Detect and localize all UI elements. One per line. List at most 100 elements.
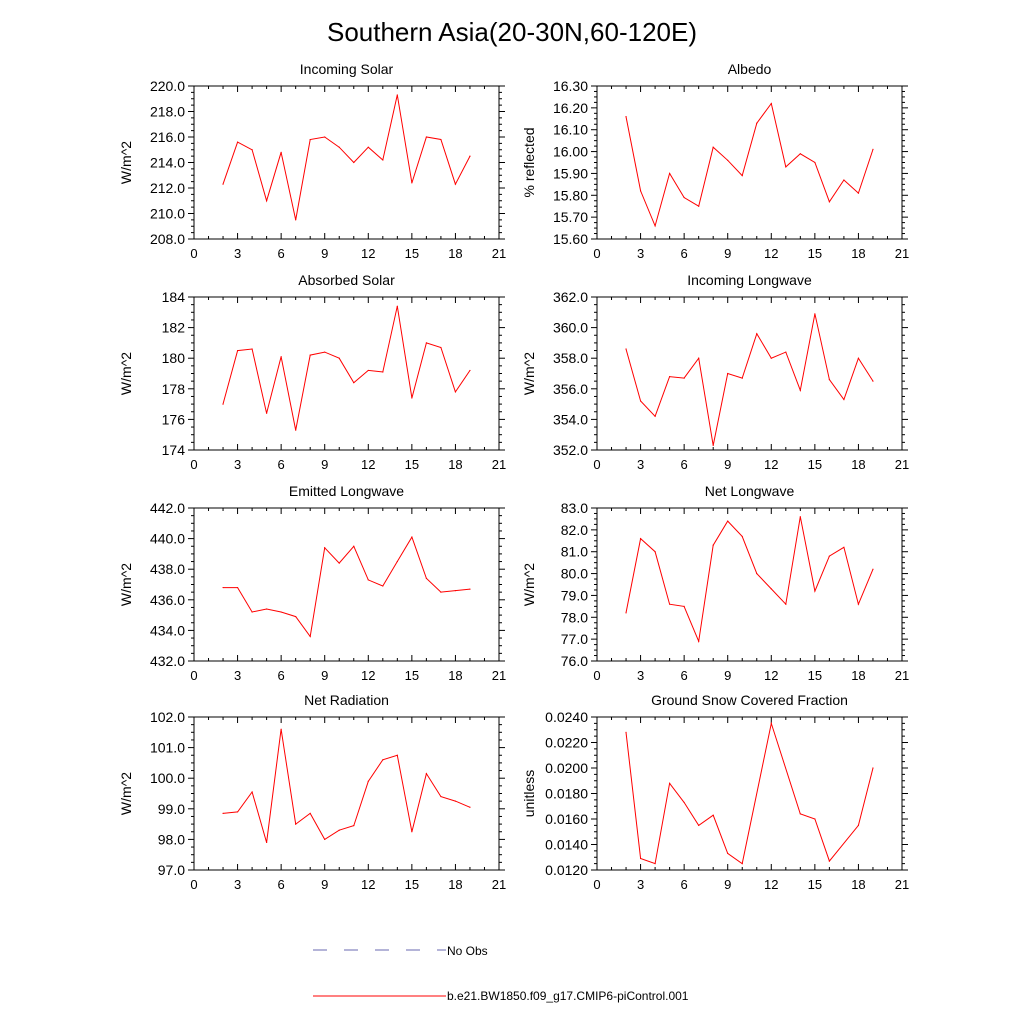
x-tick-label: 0 bbox=[593, 246, 600, 261]
y-tick-label: 0.0240 bbox=[545, 709, 588, 725]
data-point bbox=[367, 146, 369, 148]
y-tick-label: 438.0 bbox=[150, 561, 185, 577]
x-tick-label: 15 bbox=[808, 877, 822, 892]
y-tick-label: 0.0120 bbox=[545, 862, 588, 878]
y-axis-label: W/m^2 bbox=[118, 352, 134, 395]
y-tick-label: 82.0 bbox=[561, 522, 588, 538]
x-tick-label: 3 bbox=[234, 877, 241, 892]
data-point bbox=[251, 791, 253, 793]
data-point bbox=[440, 591, 442, 593]
data-point bbox=[280, 151, 282, 153]
x-tick-label: 3 bbox=[637, 457, 644, 472]
x-tick-label: 9 bbox=[321, 457, 328, 472]
x-tick-label: 0 bbox=[593, 668, 600, 683]
data-point bbox=[309, 138, 311, 141]
x-tick-label: 3 bbox=[234, 457, 241, 472]
y-tick-label: 208.0 bbox=[150, 231, 185, 247]
data-point bbox=[683, 801, 685, 804]
data-point bbox=[411, 536, 413, 538]
x-tick-label: 12 bbox=[361, 457, 375, 472]
x-tick-label: 21 bbox=[895, 246, 909, 261]
plot-frame bbox=[193, 716, 500, 871]
panel-title: Net Longwave bbox=[705, 483, 795, 499]
x-tick-label: 21 bbox=[492, 668, 506, 683]
x-tick-label: 9 bbox=[724, 877, 731, 892]
data-point bbox=[222, 812, 224, 814]
x-tick-label: 6 bbox=[681, 877, 688, 892]
y-axis-label: W/m^2 bbox=[521, 563, 537, 606]
x-tick-label: 18 bbox=[448, 668, 462, 683]
y-tick-label: 354.0 bbox=[553, 411, 588, 427]
data-point bbox=[727, 159, 729, 161]
x-tick-label: 0 bbox=[190, 246, 197, 261]
panel-title: Emitted Longwave bbox=[289, 483, 404, 499]
data-point bbox=[770, 722, 772, 724]
data-point bbox=[295, 823, 297, 825]
y-tick-label: 83.0 bbox=[561, 500, 588, 516]
x-tick-label: 0 bbox=[190, 457, 197, 472]
x-tick-label: 6 bbox=[278, 457, 285, 472]
data-point bbox=[382, 759, 384, 761]
y-axis-label: W/m^2 bbox=[118, 563, 134, 606]
y-tick-label: 15.90 bbox=[553, 165, 588, 181]
data-point bbox=[654, 863, 656, 865]
y-axis-label: % reflected bbox=[521, 127, 537, 197]
x-tick-label: 0 bbox=[593, 457, 600, 472]
data-point bbox=[741, 175, 743, 177]
x-tick-label: 6 bbox=[681, 668, 688, 683]
x-tick-label: 6 bbox=[681, 246, 688, 261]
panel-incoming-longwave: 0 3 6 9 12 15 18 21 352.0 354.0 356.0 358.0 360.0 362… bbox=[521, 272, 909, 472]
data-point bbox=[712, 444, 714, 447]
series-line bbox=[222, 729, 471, 843]
data-point bbox=[654, 415, 656, 417]
data-point bbox=[353, 825, 355, 827]
data-point bbox=[251, 149, 253, 151]
data-point bbox=[440, 138, 442, 141]
data-point bbox=[236, 141, 239, 143]
data-point bbox=[814, 313, 816, 315]
data-point bbox=[236, 811, 239, 813]
data-point bbox=[454, 590, 457, 592]
data-point bbox=[843, 546, 845, 548]
y-tick-label: 436.0 bbox=[150, 592, 185, 608]
y-tick-label: 178 bbox=[162, 381, 186, 397]
plot-frame bbox=[596, 85, 903, 240]
data-point bbox=[727, 372, 729, 375]
data-point bbox=[367, 780, 369, 782]
data-point bbox=[828, 379, 830, 381]
series-line bbox=[223, 535, 471, 638]
y-tick-label: 16.00 bbox=[553, 144, 588, 160]
panel-absorbed-solar: 0 3 6 9 12 15 18 21 174 176 178 180 182 184 Absorbed S… bbox=[118, 272, 506, 472]
data-point bbox=[236, 586, 239, 589]
data-point bbox=[639, 857, 642, 860]
data-point bbox=[411, 831, 413, 833]
panel-albedo: 0 3 6 9 12 15 18 21 15.60 15.70 15.80 15.90 16.00 16.… bbox=[521, 61, 909, 261]
data-point bbox=[469, 155, 471, 157]
y-tick-label: 184 bbox=[162, 289, 186, 305]
data-point bbox=[785, 351, 787, 353]
y-tick-label: 356.0 bbox=[553, 381, 588, 397]
data-point bbox=[799, 813, 801, 815]
data-point bbox=[266, 412, 268, 414]
y-tick-label: 176 bbox=[162, 411, 186, 427]
x-tick-label: 3 bbox=[637, 668, 644, 683]
panel-title: Absorbed Solar bbox=[298, 272, 395, 288]
y-tick-label: 352.0 bbox=[553, 442, 588, 458]
data-point bbox=[338, 562, 340, 564]
data-point bbox=[425, 136, 427, 138]
data-point bbox=[770, 588, 772, 590]
y-tick-label: 214.0 bbox=[150, 155, 185, 171]
data-point bbox=[625, 612, 627, 614]
y-tick-label: 440.0 bbox=[150, 531, 185, 547]
plot-frame bbox=[193, 507, 500, 662]
data-point bbox=[639, 190, 642, 192]
y-tick-label: 16.10 bbox=[553, 122, 588, 138]
y-tick-label: 15.70 bbox=[553, 209, 588, 225]
y-tick-label: 102.0 bbox=[150, 709, 185, 725]
data-point bbox=[338, 146, 340, 148]
x-tick-label: 0 bbox=[190, 877, 197, 892]
x-tick-label: 9 bbox=[321, 877, 328, 892]
x-tick-label: 21 bbox=[895, 877, 909, 892]
data-point bbox=[396, 560, 398, 563]
data-point bbox=[639, 400, 642, 402]
